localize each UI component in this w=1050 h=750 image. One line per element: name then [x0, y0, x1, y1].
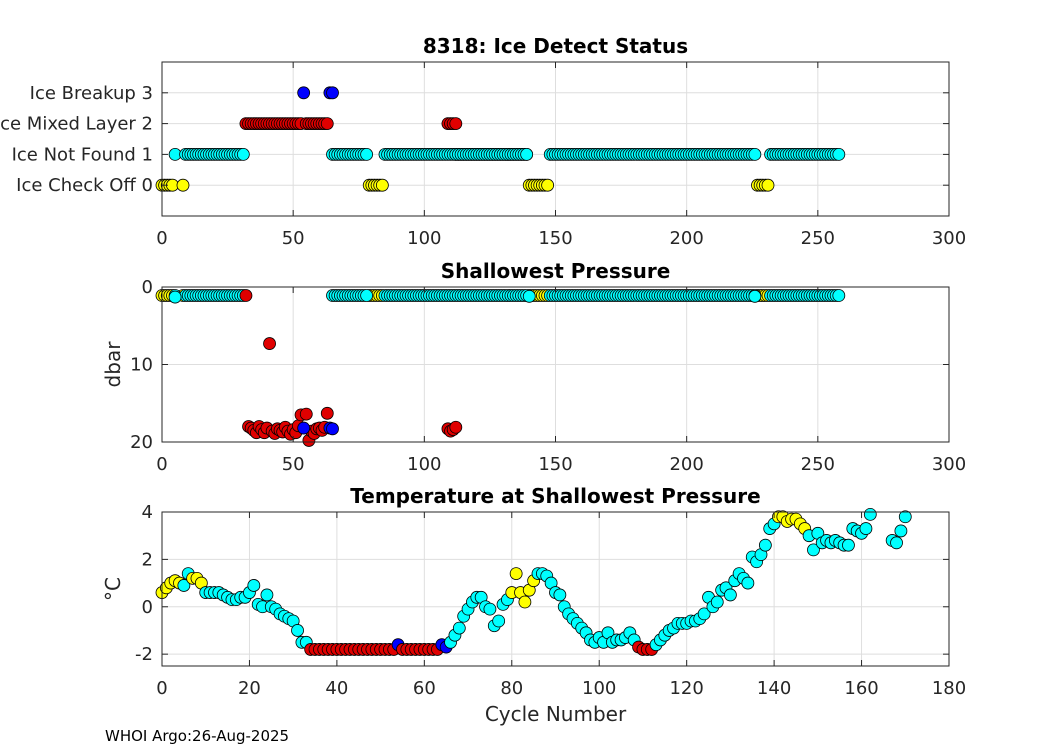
pressure-title: Shallowest Pressure: [441, 259, 671, 283]
y-tick-label: Ice Mixed Layer 2: [0, 114, 153, 135]
x-tick-label: 100: [407, 228, 441, 249]
x-tick-label: 20: [238, 678, 261, 699]
data-point: [890, 536, 903, 550]
data-point: [260, 588, 274, 602]
data-point: [483, 602, 497, 616]
data-point: [177, 579, 191, 592]
data-point: [522, 289, 536, 303]
data-point: [449, 117, 463, 130]
data-point: [842, 538, 855, 552]
x-tick-label: 60: [413, 678, 436, 699]
y-tick-label: 4: [142, 502, 153, 523]
data-point: [263, 337, 276, 350]
y-tick-label: 0: [142, 277, 153, 298]
x-tick-label: 200: [669, 228, 703, 249]
y-tick-label: Ice Check Off 0: [16, 175, 153, 196]
status-title: 8318: Ice Detect Status: [423, 34, 688, 58]
y-tick-label: 10: [130, 355, 153, 376]
x-tick-label: 0: [156, 678, 167, 699]
data-point: [297, 421, 311, 435]
data-point: [553, 588, 567, 602]
pressure-ylabel: dbar: [101, 341, 125, 388]
x-tick-label: 140: [757, 678, 791, 699]
data-point: [807, 543, 820, 557]
x-tick-label: 300: [932, 228, 966, 249]
data-point: [832, 147, 846, 161]
data-point: [247, 579, 261, 592]
y-tick-label: Ice Breakup 3: [30, 83, 153, 104]
data-point: [541, 178, 555, 192]
data-point: [758, 538, 772, 552]
data-point: [375, 178, 389, 192]
x-tick-label: 120: [669, 678, 703, 699]
x-tick-label: 0: [156, 228, 167, 249]
data-point: [863, 507, 877, 521]
temperature-axes-frame: [161, 511, 950, 667]
data-point: [297, 86, 311, 100]
data-point: [320, 406, 334, 420]
data-point: [360, 147, 374, 161]
data-point: [360, 289, 374, 302]
x-tick-label: 100: [582, 678, 616, 699]
data-point: [710, 595, 724, 609]
x-tick-label: 40: [325, 678, 348, 699]
y-tick-label: Ice Not Found 1: [12, 144, 153, 165]
x-tick-label: 250: [801, 454, 835, 475]
data-point: [898, 510, 912, 524]
data-point: [723, 588, 737, 602]
x-tick-label: 150: [538, 228, 572, 249]
x-tick-label: 300: [932, 454, 966, 475]
data-point: [452, 621, 466, 635]
temperature-axes: 0 20 40 60 80 100 120 140 160 180-2024Temperature…: [101, 484, 966, 726]
x-tick-label: 160: [844, 678, 878, 699]
data-point: [741, 576, 755, 590]
x-tick-label: 200: [669, 454, 703, 475]
x-tick-label: 100: [407, 454, 441, 475]
x-tick-label: 250: [801, 228, 835, 249]
data-point: [509, 567, 523, 580]
data-point: [748, 147, 762, 161]
y-tick-label: 20: [130, 432, 153, 453]
data-point: [320, 117, 334, 130]
data-point: [236, 147, 250, 161]
data-point: [449, 420, 463, 434]
data-point: [326, 86, 339, 100]
x-tick-label: 50: [282, 228, 305, 249]
data-point: [176, 178, 190, 192]
data-point: [859, 522, 873, 535]
x-tick-label: 50: [282, 454, 305, 475]
data-point: [168, 290, 182, 304]
data-point: [697, 607, 711, 621]
data-point: [518, 595, 532, 609]
data-point: [291, 624, 304, 637]
temperature-xlabel: Cycle Number: [485, 702, 627, 726]
data-point: [748, 289, 762, 303]
data-point: [492, 614, 506, 628]
y-tick-label: -2: [135, 644, 153, 665]
data-point: [520, 147, 534, 161]
data-point: [832, 289, 846, 302]
footer-label: WHOI Argo:26-Aug-2025: [105, 727, 289, 745]
temperature-title: Temperature at Shallowest Pressure: [350, 484, 760, 508]
data-point: [299, 407, 313, 421]
data-point: [326, 422, 339, 436]
temperature-ylabel: °C: [101, 577, 125, 601]
pressure-axes: 0 50 100 150 200 250 300 0 10 20 Shallowest Pressu…: [101, 259, 966, 475]
data-point: [761, 178, 775, 192]
x-tick-label: 180: [932, 678, 966, 699]
status-axes: 0 50 100 150 200 250 300 Ice Check Off 0 Ice Not…: [0, 34, 966, 249]
x-tick-label: 150: [538, 454, 572, 475]
y-tick-label: 0: [142, 597, 153, 618]
data-point: [239, 289, 253, 302]
x-tick-label: 0: [156, 454, 167, 475]
x-tick-label: 80: [500, 678, 523, 699]
data-point: [894, 524, 908, 538]
y-tick-label: 2: [142, 549, 153, 570]
